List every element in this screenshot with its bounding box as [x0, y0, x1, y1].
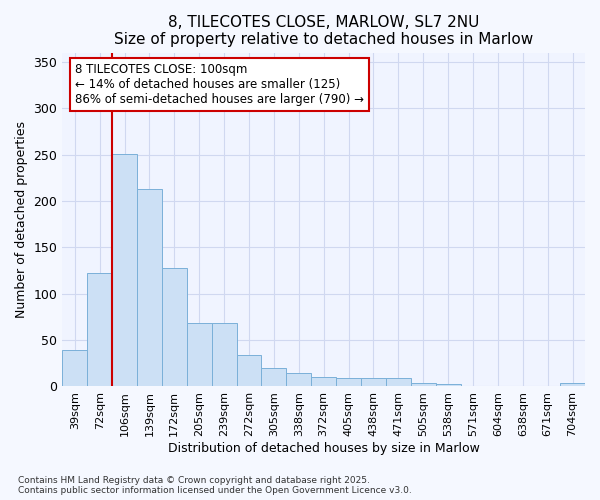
Bar	[311, 377, 336, 386]
Bar	[336, 378, 361, 386]
Text: Contains HM Land Registry data © Crown copyright and database right 2025.
Contai: Contains HM Land Registry data © Crown c…	[18, 476, 412, 495]
Text: 8 TILECOTES CLOSE: 100sqm
← 14% of detached houses are smaller (125)
86% of semi: 8 TILECOTES CLOSE: 100sqm ← 14% of detac…	[75, 63, 364, 106]
Bar	[361, 378, 386, 386]
Bar	[62, 350, 87, 386]
Bar	[386, 378, 411, 386]
Title: 8, TILECOTES CLOSE, MARLOW, SL7 2NU
Size of property relative to detached houses: 8, TILECOTES CLOSE, MARLOW, SL7 2NU Size…	[114, 15, 533, 48]
Bar	[236, 355, 262, 386]
Bar	[187, 324, 212, 386]
Bar	[212, 324, 236, 386]
Bar	[286, 372, 311, 386]
Bar	[162, 268, 187, 386]
Bar	[262, 368, 286, 386]
Bar	[560, 383, 585, 386]
X-axis label: Distribution of detached houses by size in Marlow: Distribution of detached houses by size …	[168, 442, 479, 455]
Y-axis label: Number of detached properties: Number of detached properties	[15, 121, 28, 318]
Bar	[436, 384, 461, 386]
Bar	[112, 154, 137, 386]
Bar	[87, 274, 112, 386]
Bar	[411, 383, 436, 386]
Bar	[137, 189, 162, 386]
